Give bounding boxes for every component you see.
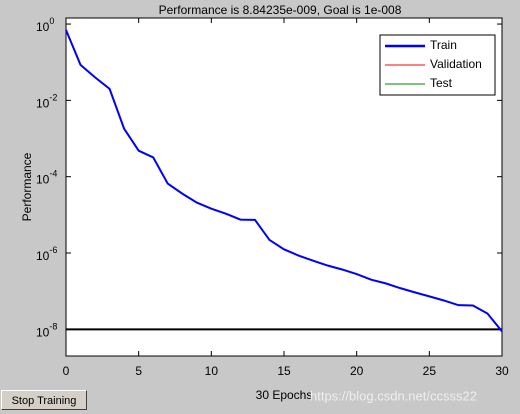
legend-label: Validation bbox=[430, 57, 482, 71]
y-tick-exponent: -4 bbox=[49, 169, 57, 179]
y-tick-base: 10 bbox=[36, 20, 50, 34]
watermark: https://blog.csdn.net/ccsss22 bbox=[310, 388, 477, 403]
y-tick-label: 10-8 bbox=[36, 322, 57, 340]
y-tick-exponent: -8 bbox=[49, 322, 57, 332]
y-tick-base: 10 bbox=[36, 325, 50, 339]
x-axis-label: 30 Epochs bbox=[256, 388, 313, 402]
legend-label: Train bbox=[430, 38, 457, 52]
x-tick-label: 10 bbox=[205, 364, 219, 378]
y-tick-base: 10 bbox=[36, 249, 50, 263]
x-tick-label: 0 bbox=[63, 364, 70, 378]
x-tick-label: 20 bbox=[350, 364, 364, 378]
x-tick-label: 25 bbox=[423, 364, 437, 378]
y-tick-label: 10-4 bbox=[36, 169, 57, 187]
stop-training-button[interactable]: Stop Training bbox=[1, 390, 87, 410]
y-tick-exponent: -2 bbox=[49, 93, 57, 103]
y-tick-exponent: -6 bbox=[49, 245, 57, 255]
chart-title: Performance is 8.84235e-009, Goal is 1e-… bbox=[159, 3, 402, 17]
y-tick-base: 10 bbox=[36, 97, 50, 111]
y-tick-label: 10-2 bbox=[36, 93, 57, 111]
series-line bbox=[65, 29, 503, 332]
legend-label: Test bbox=[430, 76, 453, 90]
y-axis-label: Performance bbox=[20, 152, 34, 221]
x-tick-label: 15 bbox=[277, 364, 291, 378]
y-tick-base: 10 bbox=[36, 173, 50, 187]
y-tick-label: 100 bbox=[36, 16, 54, 34]
y-tick-exponent: 0 bbox=[49, 16, 54, 26]
y-tick-label: 10-6 bbox=[36, 245, 57, 263]
x-tick-label: 30 bbox=[495, 364, 509, 378]
x-tick-label: 5 bbox=[135, 364, 142, 378]
